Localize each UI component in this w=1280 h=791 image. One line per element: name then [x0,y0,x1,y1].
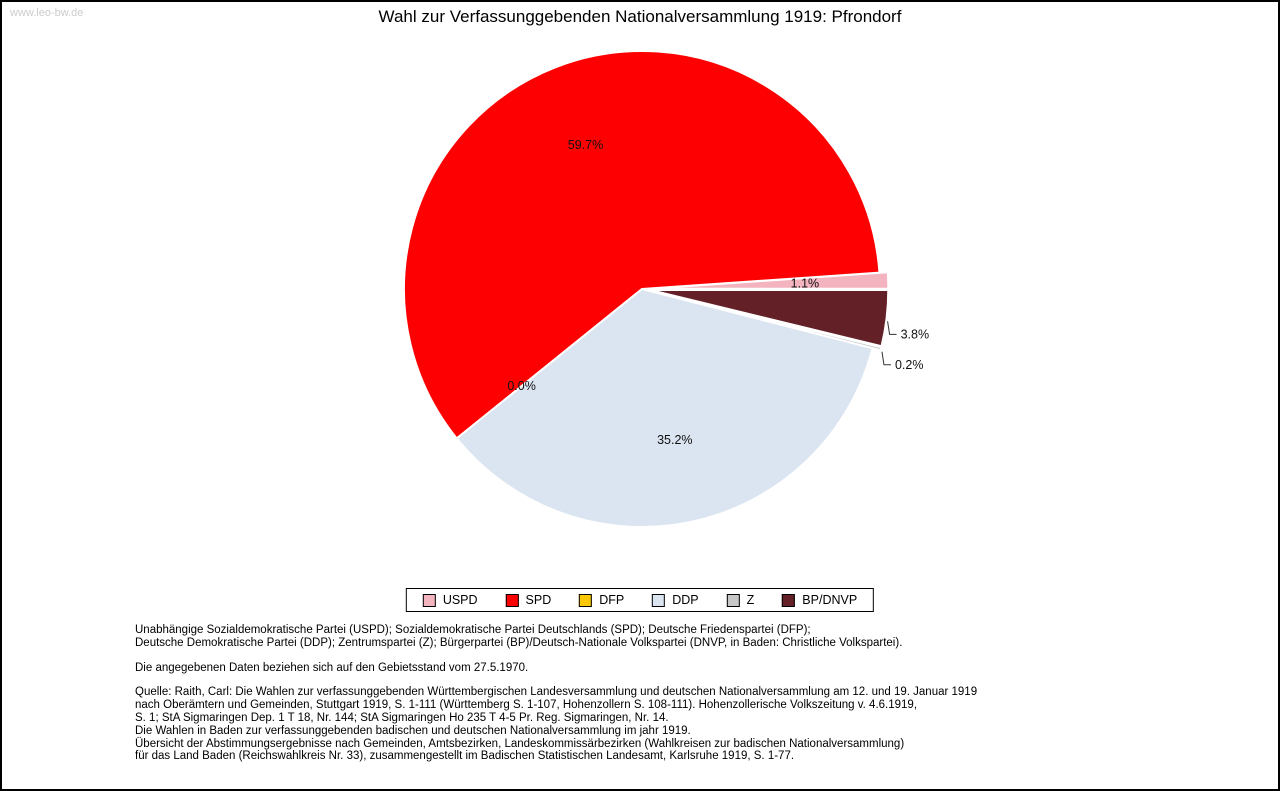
legend-label-z: Z [746,593,755,607]
legend-swatch-uspd [422,593,436,607]
legend-item-dfp: DFP [579,593,624,607]
legend-swatch-ddp [652,593,666,607]
party-note-line: Deutsche Demokratische Partei (DDP); Zen… [135,636,903,649]
legend: USPD SPD DFP DDP Z BP/DNVP [405,588,875,612]
legend-item-spd: SPD [505,593,552,607]
label-leader-line-bp-dnvp [887,321,897,335]
page-title: Wahl zur Verfassunggebenden Nationalvers… [378,7,902,26]
legend-label-bp-dnvp: BP/DNVP [802,593,858,607]
source-note-line: Die Wahlen in Baden zur verfassunggebend… [135,724,691,737]
slice-percent-label-ddp: 35.2% [657,433,692,447]
footer-notes: Unabhängige Sozialdemokratische Partei (… [135,624,977,775]
label-leader-line-z [881,351,891,366]
slice-percent-label-uspd: 1.1% [791,276,820,290]
legend-item-z: Z [726,593,755,607]
pie-slice-spd [403,50,881,440]
party-note-line: Unabhängige Sozialdemokratische Partei (… [135,624,811,636]
source-note-line: nach Oberämtern und Gemeinden, Stuttgart… [135,699,918,712]
source-note-line: Quelle: Raith, Carl: Die Wahlen zur verf… [135,686,978,699]
pie-slice-bp-dnvp [649,288,890,348]
slice-percent-label-dfp: 0.0% [507,379,536,393]
legend-item-ddp: DDP [652,593,699,607]
party-abbreviation-note: Unabhängige Sozialdemokratische Partei (… [135,624,977,650]
source-note-line: S. 1; StA Sigmaringen Dep. 1 T 18, Nr. 1… [135,711,669,724]
slice-percent-label-spd: 59.7% [568,138,603,152]
legend-label-ddp: DDP [672,593,699,607]
legend-label-dfp: DFP [599,593,625,607]
data-status-note: Die angegebenen Daten beziehen sich auf … [135,662,977,675]
legend-swatch-dfp [579,593,593,607]
legend-swatch-bp-dnvp [782,593,796,607]
pie-slice-ddp [455,288,874,528]
legend-item-uspd: USPD [422,593,478,607]
slice-percent-label-bp-dnvp: 3.8% [901,327,930,341]
legend-item-bp-dnvp: BP/DNVP [782,593,857,607]
source-note: Quelle: Raith, Carl: Die Wahlen zur verf… [135,686,977,763]
legend-swatch-z [726,593,740,607]
legend-label-spd: SPD [525,593,552,607]
pie-chart: 1.1% 59.7% 0.0% 35.2% 0.2% 3.8% [403,50,930,528]
legend-swatch-spd [505,593,519,607]
legend-label-uspd: USPD [442,593,478,607]
pie-slice-z [649,290,883,352]
status-note-line: Die angegebenen Daten beziehen sich auf … [135,661,529,674]
source-note-line: für das Land Baden (Reichswahlkreis Nr. … [135,750,795,763]
source-note-line: Übersicht der Abstimmungsergebnisse nach… [135,737,905,750]
slice-percent-label-z: 0.2% [895,358,924,372]
watermark-leo-bw: www.leo-bw.de [10,7,84,19]
